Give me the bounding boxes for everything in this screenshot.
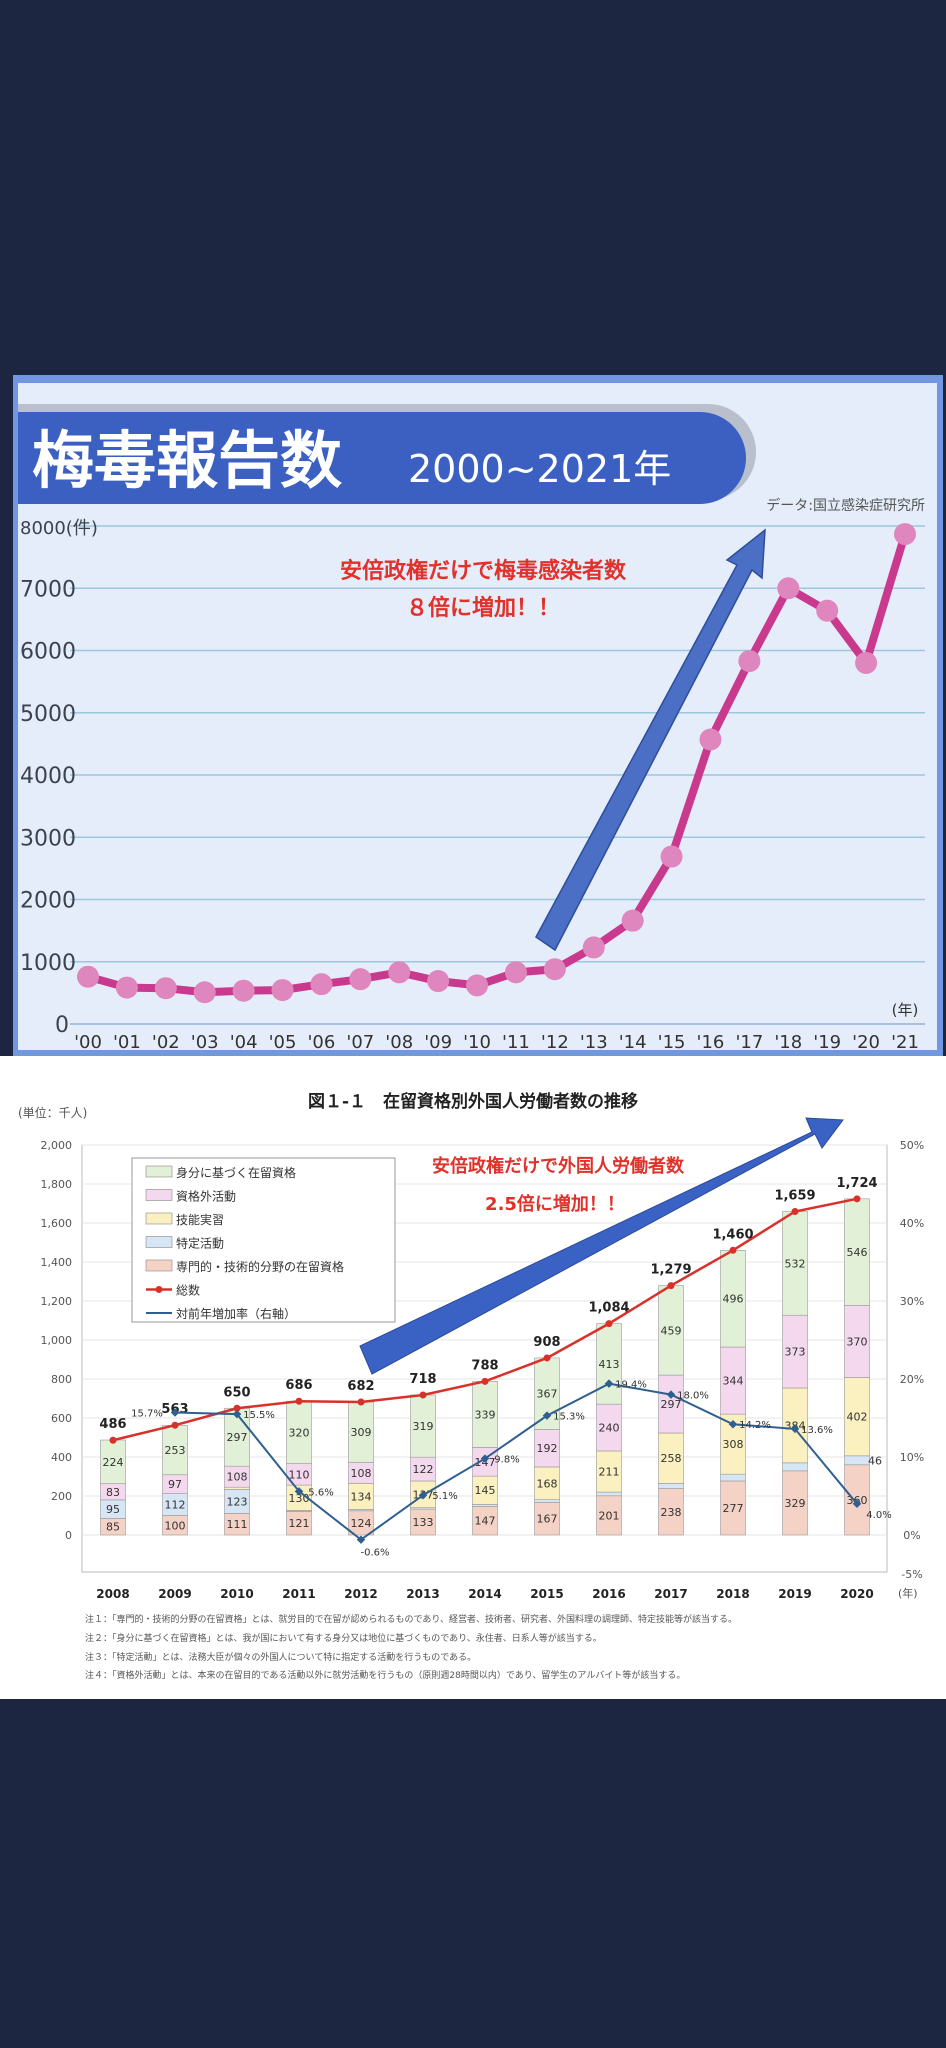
x-tick-label: '05: [269, 1032, 297, 1053]
data-point: [660, 845, 683, 868]
x-axis-unit: (年): [892, 1001, 919, 1019]
data-point: [232, 979, 255, 1002]
data-point: [777, 577, 800, 600]
x-tick-label: '18: [774, 1032, 802, 1053]
x-tick-label: '16: [697, 1032, 725, 1053]
x-tick-label: '13: [580, 1032, 608, 1053]
data-point: [77, 965, 99, 988]
x-tick-label: '12: [541, 1032, 569, 1053]
y-tick-label: 1000: [20, 951, 76, 976]
x-tick-label: '15: [658, 1032, 686, 1053]
data-point: [621, 909, 644, 932]
data-point: [816, 599, 839, 622]
chart-subtitle: 2000~2021年: [408, 447, 671, 491]
y-tick-label: 3000: [20, 826, 76, 851]
chart-title: 梅毒報告数: [32, 424, 342, 497]
annotation-line-2: ８倍に増加！！: [406, 595, 560, 621]
data-point: [154, 977, 177, 1000]
series-line: [86, 532, 909, 997]
data-point: [582, 936, 605, 959]
y-tick-label: 8000(件): [20, 518, 98, 539]
data-source: データ:国立感染症研究所: [766, 497, 925, 514]
data-point: [699, 728, 722, 751]
data-point: [894, 523, 916, 546]
y-tick-label: 0: [55, 1013, 69, 1038]
x-tick-label: '07: [346, 1032, 374, 1053]
data-point: [271, 979, 294, 1002]
data-point: [427, 970, 450, 993]
x-tick-label: '10: [463, 1032, 491, 1053]
data-point: [504, 961, 527, 984]
annotation-line-1: 安倍政権だけで梅毒感染者数: [340, 558, 627, 584]
data-point: [349, 968, 372, 991]
x-tick-label: '19: [813, 1032, 841, 1053]
x-tick-label: '21: [891, 1032, 919, 1053]
x-tick-label: '08: [385, 1032, 413, 1053]
x-tick-label: '14: [619, 1032, 647, 1053]
x-tick-label: '11: [502, 1032, 530, 1053]
x-tick-label: '06: [307, 1032, 335, 1053]
x-tick-label: '04: [230, 1032, 258, 1053]
data-point: [855, 651, 878, 674]
y-tick-label: 4000: [20, 764, 76, 789]
x-tick-label: '03: [191, 1032, 219, 1053]
x-tick-label: '09: [424, 1032, 452, 1053]
x-tick-label: '17: [735, 1032, 763, 1053]
title-banner: [18, 412, 746, 504]
data-point: [115, 976, 138, 999]
data-point: [543, 958, 566, 981]
x-tick-label: '00: [74, 1032, 102, 1053]
up-arrow: [535, 528, 766, 952]
data-point: [193, 981, 216, 1004]
y-tick-label: 5000: [20, 702, 76, 727]
x-tick-label: '20: [852, 1032, 880, 1053]
y-tick-label: 2000: [20, 889, 76, 914]
y-tick-label: 7000: [20, 577, 76, 602]
x-tick-label: '01: [113, 1032, 141, 1053]
data-point: [466, 974, 489, 997]
x-tick-label: '02: [152, 1032, 180, 1053]
data-point: [738, 650, 761, 673]
y-tick-label: 6000: [20, 640, 76, 665]
data-point: [310, 973, 333, 996]
data-point: [388, 961, 411, 984]
